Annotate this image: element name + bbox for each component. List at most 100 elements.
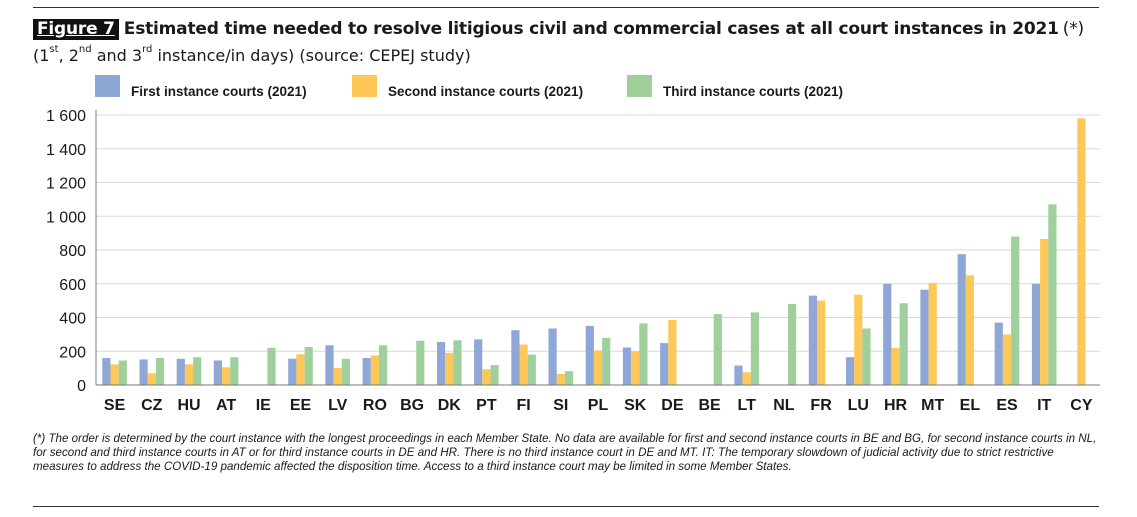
x-tick-label: HU [177,397,200,414]
bar-ee-series-3 [304,347,313,385]
bar-it-series-2 [1040,239,1049,385]
bar-fr-series-1 [808,295,817,385]
bar-dk-series-3 [453,340,462,385]
bar-be-series-3 [713,314,722,385]
x-tick-label: DE [661,397,684,414]
bar-lv-series-2 [333,368,342,385]
bar-es-series-3 [1011,236,1020,385]
subtitle-sup: nd [78,44,92,55]
bar-cz-series-1 [139,359,148,385]
bar-si-series-2 [556,374,565,385]
bar-lt-series-3 [750,312,759,385]
y-tick-label: 400 [59,311,86,328]
bar-pt-series-2 [482,369,491,385]
figure-label: Figure 7 [33,19,119,40]
bar-pl-series-3 [602,337,611,386]
bar-at-series-2 [222,367,231,385]
y-tick-label: 800 [59,243,86,260]
bar-pl-series-2 [593,350,603,385]
bar-de-series-1 [660,343,669,385]
y-tick-label: 600 [59,277,86,294]
bar-el-series-2 [965,275,974,385]
legend-label: Second instance courts (2021) [388,84,583,99]
x-tick-label: CY [1070,397,1093,414]
bar-mt-series-2 [928,282,937,385]
bar-pl-series-1 [585,325,594,385]
y-tick-label: 1 400 [46,142,86,159]
bar-lt-series-2 [742,372,751,385]
legend-swatch [627,75,652,97]
x-tick-label: FR [810,397,832,414]
x-tick-label: SE [104,397,126,414]
top-rule [33,7,1099,8]
y-tick-label: 1 000 [46,209,86,226]
y-tick-label: 200 [59,344,86,361]
figure-title-suffix: (*) [1062,19,1084,39]
subtitle-sup: rd [142,44,153,55]
figure-title: Estimated time needed to resolve litigio… [123,19,1059,39]
figure-subtitle: (1st, 2nd and 3rd instance/in days) (sou… [33,44,471,65]
bar-ie-series-3 [267,347,276,385]
bar-ee-series-2 [296,354,305,385]
bar-lt-series-1 [734,365,743,385]
x-tick-label: HR [884,397,908,414]
x-tick-label: CZ [141,397,163,414]
bar-cz-series-3 [155,358,165,385]
bar-se-series-3 [118,360,127,385]
x-tick-label: LU [848,397,869,414]
bar-si-series-1 [548,328,557,385]
bar-pt-series-1 [474,339,483,385]
bar-de-series-2 [668,320,677,385]
bar-ro-series-1 [362,358,371,385]
chart-bars [102,118,1086,386]
bar-se-series-2 [110,364,119,385]
bar-si-series-3 [564,371,574,385]
bar-hu-series-3 [193,357,202,385]
legend-swatch [95,75,120,97]
x-tick-label: RO [363,397,387,414]
bar-bg-series-3 [416,340,425,385]
bar-hr-series-2 [891,347,900,385]
bar-ro-series-3 [379,345,388,385]
x-axis: SE CZ HU AT IE EE LV RO BG DK PT FI SI PL SK DE BE LT NL FR… [96,384,1100,414]
bar-pt-series-3 [490,365,499,385]
legend-label: Third instance courts (2021) [663,84,843,99]
legend-swatch [352,75,377,97]
x-tick-label: EL [960,397,981,414]
x-tick-label: BE [698,397,721,414]
x-tick-label: AT [216,397,236,414]
bar-sk-series-1 [622,347,632,385]
x-tick-label: BG [400,397,424,414]
y-tick-label: 1 200 [46,176,86,193]
subtitle-part: (1 [33,46,50,65]
chart-legend: First instance courts (2021) Second insta… [95,75,843,99]
x-tick-label: IE [256,397,271,414]
chart-grid [96,114,1100,352]
bar-hr-series-1 [883,283,892,386]
bar-fi-series-3 [527,354,536,385]
bar-it-series-1 [1031,283,1041,386]
x-tick-label: ES [996,397,1018,414]
bar-chart: 0 200 400 600 800 1 000 1 200 1 400 1 600 SE CZ HU… [46,75,1100,414]
legend-label: First instance courts (2021) [131,84,307,99]
bar-at-series-1 [213,360,222,385]
bar-sk-series-2 [631,351,640,386]
x-tick-label: SI [553,397,568,414]
bar-nl-series-3 [788,304,797,385]
x-tick-label: LT [738,397,757,414]
bar-sk-series-3 [639,323,648,385]
figure-title-line: Figure 7 Estimated time needed to resolve… [33,19,1084,40]
bar-hr-series-3 [899,303,908,385]
bar-ee-series-1 [288,358,297,385]
x-tick-label: PT [476,397,497,414]
bar-cy-series-2 [1077,118,1086,386]
x-tick-label: NL [773,397,795,414]
bar-it-series-3 [1048,204,1057,385]
x-tick-label: PL [588,397,609,414]
bar-hu-series-1 [176,358,185,385]
subtitle-part: and 3 [91,46,143,65]
bar-dk-series-1 [437,342,446,385]
bar-cz-series-2 [147,373,156,385]
bar-el-series-1 [957,254,966,385]
bar-lu-series-3 [862,328,871,385]
